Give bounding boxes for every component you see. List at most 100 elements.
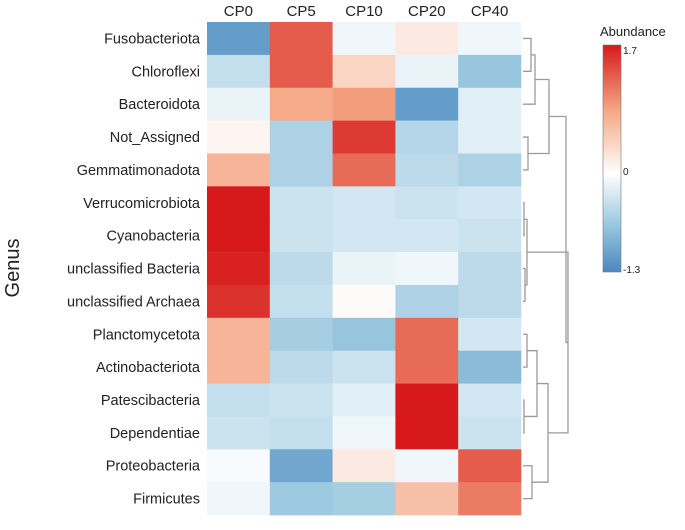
heatmap-cell (207, 120, 271, 154)
heatmap-cell (332, 416, 396, 450)
heatmap-cell (332, 317, 396, 351)
heatmap-cell (458, 87, 522, 121)
heatmap-cell (207, 350, 271, 384)
row-label: Cyanobacteria (107, 229, 201, 245)
heatmap-cell (458, 284, 522, 319)
row-label: Not_Assigned (110, 130, 200, 146)
heatmap-cell (395, 120, 459, 154)
heatmap-cells (207, 22, 522, 516)
heatmap-cell (269, 383, 333, 417)
heatmap-cell (269, 22, 333, 56)
heatmap-cell (458, 482, 522, 516)
heatmap-cell (332, 54, 396, 89)
heatmap-cell (458, 219, 522, 253)
row-label: unclassified Bacteria (67, 262, 201, 278)
heatmap-cell (458, 54, 522, 89)
column-label: CP40 (471, 3, 509, 20)
dendrogram-branch (549, 115, 568, 344)
heatmap-cell (332, 482, 396, 516)
heatmap-cell (395, 449, 459, 483)
heatmap-cell (395, 153, 459, 187)
heatmap-cell (458, 252, 522, 286)
heatmap-cell (332, 350, 396, 384)
row-label: Verrucomicrobiota (83, 196, 201, 212)
dendrogram-branch (523, 267, 526, 303)
row-label: Firmicutes (133, 492, 200, 508)
heatmap-cell (458, 350, 522, 384)
heatmap-cell (207, 153, 271, 187)
row-label: Actinobacteriota (96, 360, 201, 376)
heatmap-cell (207, 284, 271, 319)
column-label: CP5 (287, 3, 316, 20)
heatmap-cell (269, 350, 333, 384)
row-dendrogram (523, 37, 569, 500)
heatmap-cell (207, 22, 271, 56)
legend-tick-zero: 0 (623, 167, 629, 178)
heatmap-cell (332, 87, 396, 121)
row-label: Planctomycetota (93, 327, 201, 343)
y-axis-label: Genus (2, 239, 24, 298)
column-labels: CP0 CP5 CP10 CP20 CP40 (224, 3, 509, 20)
heatmap-cell (269, 87, 333, 121)
row-label: unclassified Archaea (67, 294, 201, 310)
row-labels: Fusobacteriota Chloroflexi Bacteroidota Not… (67, 31, 201, 507)
heatmap-cell (269, 416, 333, 450)
heatmap-cell (269, 219, 333, 253)
heatmap-cell (332, 449, 396, 483)
legend-tick-max: 1.7 (623, 46, 637, 57)
heatmap-cell (458, 383, 522, 417)
row-label: Fusobacteriota (104, 31, 201, 47)
heatmap-cell (207, 186, 271, 220)
heatmap-cell (207, 482, 271, 516)
column-label: CP10 (345, 3, 383, 20)
dendrogram-branch (524, 350, 538, 418)
heatmap-cell (269, 252, 333, 286)
heatmap-cell (395, 416, 459, 450)
heatmap-cell (269, 120, 333, 154)
dendrogram-branch (523, 333, 528, 368)
heatmap-cell (269, 284, 333, 319)
heatmap-cell (332, 22, 396, 56)
heatmap-cell (395, 252, 459, 286)
heatmap-cell (458, 416, 522, 450)
heatmap-cell (269, 186, 333, 220)
row-label: Proteobacteria (106, 459, 201, 475)
heatmap-cell (395, 284, 459, 319)
heatmap-cell (458, 449, 522, 483)
row-label: Dependentiae (110, 426, 200, 442)
heatmap-cell (207, 87, 271, 121)
heatmap-cell (395, 87, 459, 121)
heatmap-cell (332, 219, 396, 253)
heatmap-cell (458, 22, 522, 56)
column-label: CP0 (224, 3, 253, 20)
dendrogram-branch (523, 399, 525, 434)
heatmap-cell (395, 54, 459, 89)
heatmap-cell (332, 186, 396, 220)
dendrogram-branch (523, 136, 529, 171)
heatmap-cell (269, 449, 333, 483)
heatmap-cell (207, 416, 271, 450)
heatmap-cell (269, 482, 333, 516)
heatmap-cell (395, 186, 459, 220)
dendrogram-branch (528, 78, 550, 155)
dendrogram-branch (523, 465, 533, 500)
heatmap-cell (395, 482, 459, 516)
heatmap-cell (332, 284, 396, 319)
heatmap-cell (269, 54, 333, 89)
heatmap-cell (269, 317, 333, 351)
heatmap-cell (269, 153, 333, 187)
row-label: Bacteroidota (119, 97, 201, 113)
legend-tick-min: -1.3 (623, 265, 641, 276)
heatmap-cell (207, 383, 271, 417)
heatmap-cell (458, 186, 522, 220)
dendrogram-branch (523, 54, 536, 105)
heatmap-cell (395, 350, 459, 384)
heatmap-cell (332, 120, 396, 154)
heatmap-cell (207, 449, 271, 483)
dendrogram-branch (523, 202, 525, 237)
heatmap-cell (332, 153, 396, 187)
heatmap-cell (458, 120, 522, 154)
column-label: CP20 (408, 3, 446, 20)
heatmap-cell (395, 317, 459, 351)
